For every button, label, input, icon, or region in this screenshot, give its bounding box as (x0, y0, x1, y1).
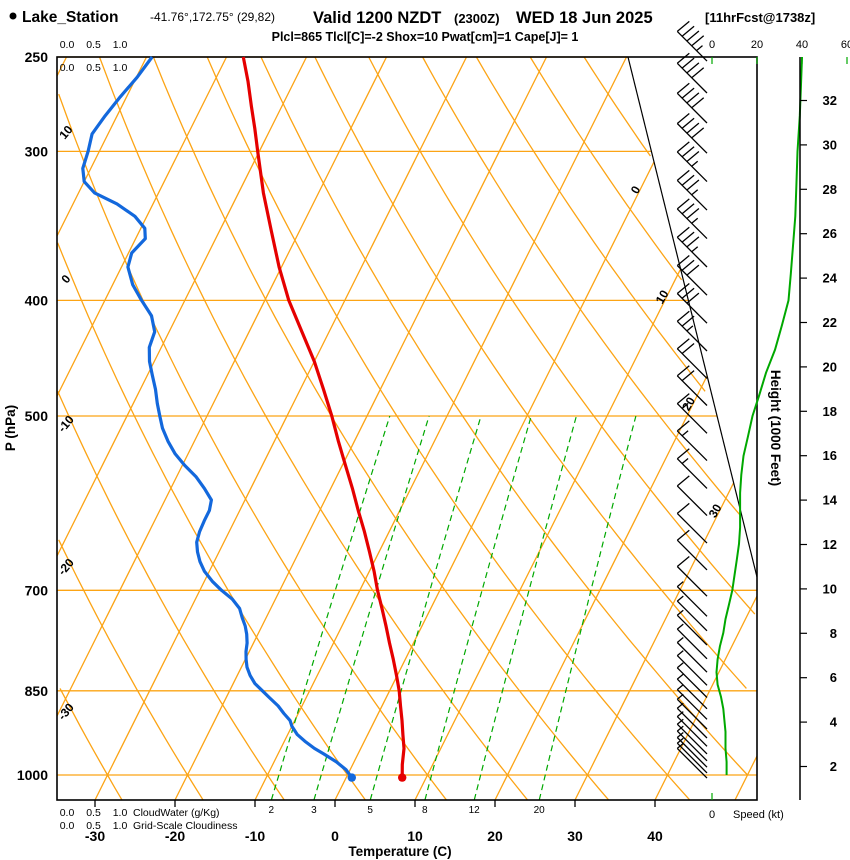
svg-text:0: 0 (628, 183, 644, 196)
valid-date: WED 18 Jun 2025 (516, 9, 653, 27)
cloudwater-tick-label: 1.0 (113, 39, 128, 51)
surface-temperature-marker (398, 773, 407, 782)
height-tick-label: 2 (830, 759, 837, 774)
height-tick-label: 30 (823, 137, 837, 152)
speed-tick-label: 40 (796, 39, 808, 51)
speed-tick-label: 20 (751, 39, 763, 51)
cloudwater-tick-label: 0.0 (60, 807, 75, 819)
svg-text:-20: -20 (55, 555, 77, 578)
pressure-tick-label: 400 (25, 292, 49, 308)
height-tick-label: 22 (823, 315, 837, 330)
height-tick-label: 8 (830, 626, 837, 641)
forecast-info: [11hrFcst@1738z] (705, 10, 815, 25)
valid-time: Valid 1200 NZDT (313, 9, 441, 27)
profiles (81, 56, 803, 782)
stability-params: Plcl=865 Tlcl[C]=-2 Shox=10 Pwat[cm]=1 C… (272, 30, 579, 44)
mixing-ratio-lines (270, 415, 637, 800)
temperature-tick-label: 40 (647, 828, 663, 844)
station-bullet-icon (9, 12, 17, 20)
pressure-tick-label: 500 (25, 408, 49, 424)
pressure-tick-label: 850 (25, 683, 49, 699)
svg-text:20: 20 (679, 394, 698, 413)
station-coords: -41.76°,172.75° (29,82) (150, 10, 275, 24)
wind-speed-profile (715, 56, 803, 775)
cloudiness-tick-label: 1.0 (113, 820, 128, 832)
svg-text:10: 10 (56, 122, 76, 141)
height-tick-label: 6 (830, 670, 837, 685)
temperature-tick-label: -10 (245, 828, 265, 844)
cloudiness-tick-label: 0.5 (86, 820, 101, 832)
pressure-tick-label: 700 (25, 582, 49, 598)
svg-text:10: 10 (653, 287, 672, 306)
svg-text:5: 5 (367, 805, 373, 816)
cloudiness-tick-label: 0.0 (60, 820, 75, 832)
svg-text:30: 30 (706, 501, 725, 520)
speed-tick-label: 0 (709, 809, 715, 821)
temperature-axis-label: Temperature (C) (348, 844, 451, 859)
speed-tick-label: 60 (841, 39, 850, 51)
speed-axis-label: Speed (kt) (733, 809, 784, 821)
cloudwater-tick-label: 1.0 (113, 807, 128, 819)
height-tick-label: 14 (823, 493, 838, 508)
height-tick-label: 16 (823, 448, 837, 463)
pressure-tick-label: 1000 (17, 767, 48, 783)
svg-text:3: 3 (311, 805, 317, 816)
cloudiness-tick-label: 0.5 (86, 62, 101, 74)
cloudwater-tick-label: 0.0 (60, 39, 75, 51)
temperature-tick-label: 10 (407, 828, 423, 844)
cloudwater-tick-label: 0.5 (86, 39, 101, 51)
cloudwater-axis-label: CloudWater (g/Kg) (133, 807, 220, 819)
cloudiness-tick-label: 1.0 (113, 62, 128, 74)
height-tick-label: 32 (823, 93, 837, 108)
speed-tick-label: 0 (709, 39, 715, 51)
temperature-tick-label: -30 (85, 828, 105, 844)
cloudwater-tick-label: 0.5 (86, 807, 101, 819)
temperature-tick-label: 0 (331, 828, 339, 844)
pressure-tick-label: 300 (25, 143, 49, 159)
wind-barbs (676, 20, 708, 779)
mixing-ratio-labels: 2 3 5 8 12 20 (269, 805, 546, 816)
valid-utc: (2300Z) (454, 11, 500, 26)
svg-text:2: 2 (269, 805, 275, 816)
skewt-gridlines (56, 56, 758, 801)
cloudiness-tick-label: 0.0 (60, 62, 75, 74)
height-tick-label: 10 (823, 581, 837, 596)
temperature-profile (241, 56, 406, 778)
temperature-tick-label: 20 (487, 828, 503, 844)
svg-text:8: 8 (422, 805, 428, 816)
svg-text:-30: -30 (55, 700, 77, 723)
height-tick-label: 28 (823, 182, 837, 197)
height-axis-label: Height (1000 Feet) (768, 370, 783, 486)
height-tick-label: 12 (823, 537, 837, 552)
height-tick-label: 20 (823, 359, 837, 374)
station-name: Lake_Station (22, 9, 118, 26)
svg-text:12: 12 (469, 805, 481, 816)
height-tick-label: 4 (830, 715, 838, 730)
dewpoint-profile (81, 56, 354, 779)
height-tick-label: 24 (823, 271, 838, 286)
temperature-tick-label: -20 (165, 828, 185, 844)
pressure-axis-label: P (hPa) (3, 405, 18, 451)
pressure-tick-label: 250 (25, 49, 49, 65)
surface-dewpoint-marker (347, 773, 356, 782)
height-tick-label: 26 (823, 226, 837, 241)
height-tick-label: 18 (823, 404, 837, 419)
temperature-tick-label: 30 (567, 828, 583, 844)
svg-text:20: 20 (534, 805, 546, 816)
svg-text:0: 0 (58, 272, 73, 286)
cloudiness-axis-label: Grid-Scale Cloudiness (133, 820, 237, 832)
